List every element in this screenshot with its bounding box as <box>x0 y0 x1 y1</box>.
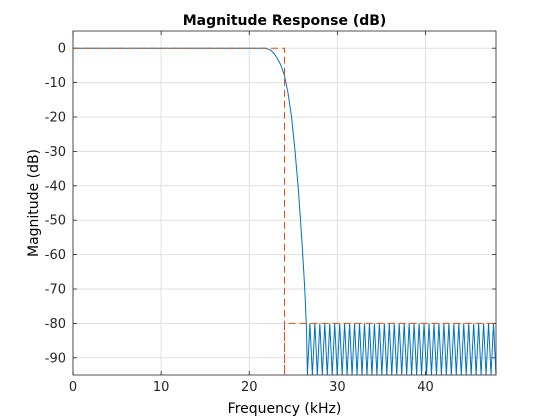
y-tick-label: 0 <box>58 42 66 57</box>
plot-frame <box>72 30 497 376</box>
y-tick-label: -10 <box>45 76 66 91</box>
y-tick-label: -90 <box>45 351 66 366</box>
y-tick-label: -40 <box>45 179 66 194</box>
x-axis-ticks: 0 10 20 30 40 <box>69 31 434 395</box>
y-tick-label: -60 <box>45 248 66 263</box>
y-tick-label: -70 <box>45 283 66 298</box>
y-tick-label: -20 <box>45 111 66 126</box>
y-tick-label: -80 <box>45 317 66 332</box>
spec-mask-line <box>73 47 496 375</box>
y-tick-label: -30 <box>45 145 66 160</box>
chart-title: Magnitude Response (dB) <box>183 13 387 29</box>
x-tick-label: 40 <box>417 380 434 395</box>
y-axis-ticks: 0 -10 -20 -30 -40 -50 -60 -70 -80 -90 <box>45 42 496 366</box>
x-tick-label: 10 <box>153 380 170 395</box>
y-axis-label: Magnitude (dB) <box>26 149 42 257</box>
x-tick-label: 0 <box>69 380 77 395</box>
x-tick-label: 20 <box>241 380 258 395</box>
x-tick-label: 30 <box>329 380 346 395</box>
series-layer <box>73 47 497 376</box>
y-tick-label: -50 <box>45 214 66 229</box>
x-axis-label: Frequency (kHz) <box>228 401 342 417</box>
